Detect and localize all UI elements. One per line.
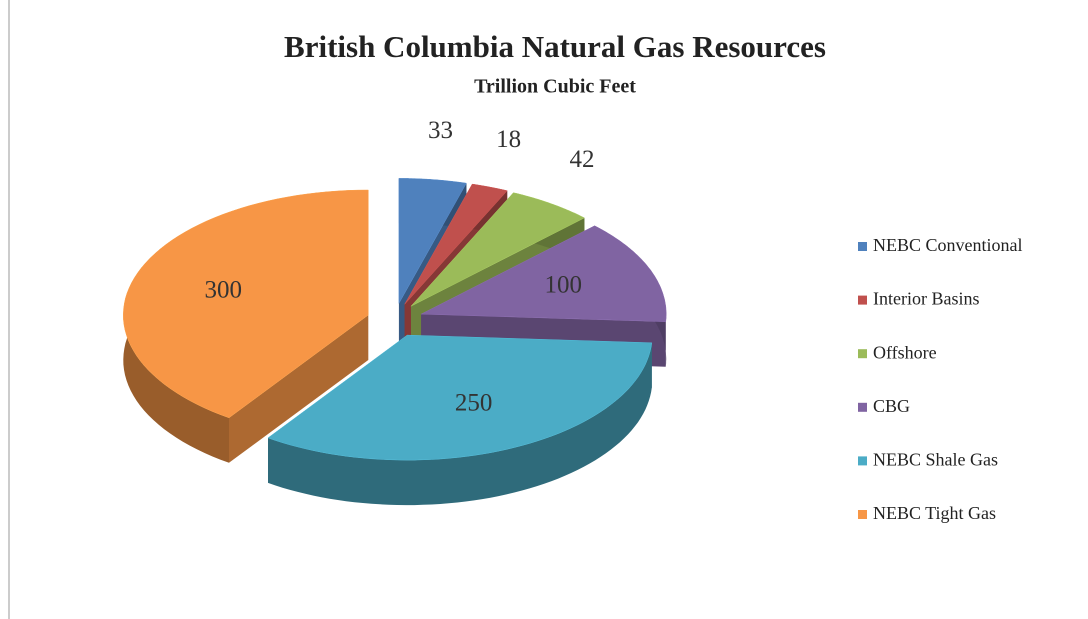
- data-label: 18: [496, 126, 521, 153]
- data-label: 42: [569, 146, 594, 173]
- slice-top: [421, 225, 667, 322]
- data-label: 33: [428, 117, 453, 144]
- chart-subtitle: Trillion Cubic Feet: [474, 76, 636, 98]
- slice-cut-face: [229, 315, 369, 463]
- legend-swatch: [858, 510, 867, 519]
- slice: [267, 334, 653, 506]
- legend-label: Offshore: [873, 342, 937, 362]
- legend-swatch: [858, 402, 867, 412]
- slice-top: [123, 189, 369, 419]
- slice-top: [398, 178, 467, 305]
- slice-top: [410, 192, 585, 307]
- slice: [123, 189, 369, 463]
- legend-swatch: [858, 456, 867, 466]
- legend-label: NEBC Tight Gas: [873, 503, 996, 523]
- slice-side: [268, 342, 652, 506]
- legend-label: NEBC Conventional: [873, 235, 1023, 255]
- data-label: 100: [545, 271, 583, 298]
- chart-title: British Columbia Natural Gas Resources: [284, 29, 826, 64]
- data-label: 300: [205, 277, 243, 304]
- legend-label: Interior Basins: [873, 289, 979, 309]
- legend-label: NEBC Shale Gas: [873, 450, 998, 470]
- slice-top: [267, 334, 653, 461]
- data-label: 250: [455, 390, 493, 417]
- legend-label: CBG: [873, 396, 910, 416]
- slice-top: [404, 183, 508, 305]
- legend-swatch: [858, 242, 867, 251]
- legend-swatch: [858, 349, 867, 359]
- legend-swatch: [858, 295, 867, 305]
